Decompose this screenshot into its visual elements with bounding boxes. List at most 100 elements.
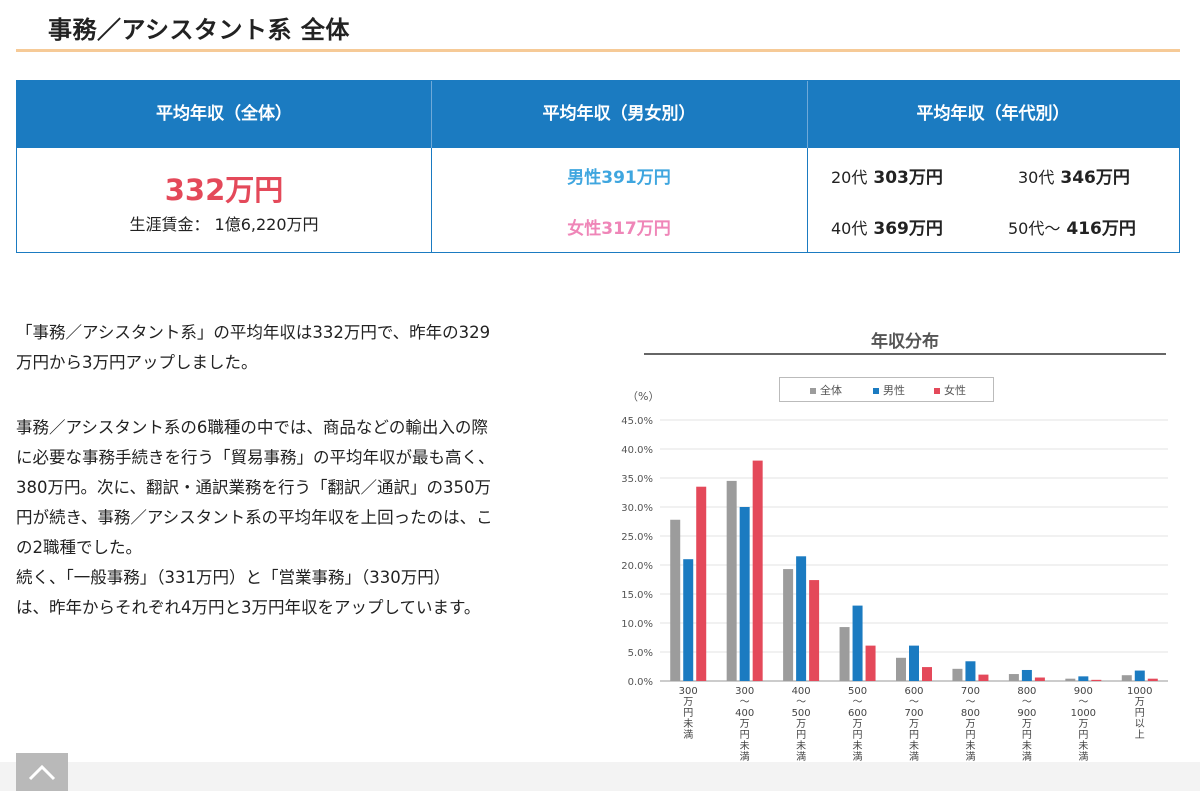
x-tick-label: 円 [796, 730, 806, 741]
x-tick-label: 600 [904, 686, 923, 697]
legend-label: 女性 [944, 384, 966, 397]
article-line: 続く、「一般事務」（331万円）と「営業事務」（330万円） [16, 568, 451, 587]
article-line: に必要な事務手続きを行う「貿易事務」の平均年収が最も高く、 [16, 448, 495, 467]
bar-all [1008, 674, 1019, 681]
bar-female [922, 667, 932, 681]
article-line: 380万円。次に、翻訳・通訳業務を行う「翻訳／通訳」の350万 [16, 478, 491, 497]
chevron-up-icon [28, 764, 56, 781]
x-tick-label: ～ [965, 697, 975, 708]
article-line: 「事務／アシスタント系」の平均年収は332万円で、昨年の329 [16, 323, 491, 342]
bar-all [952, 668, 963, 681]
bar-female [1034, 677, 1045, 681]
x-tick-label: 未 [965, 740, 975, 752]
y-tick-label: 10.0% [621, 619, 653, 630]
age-label: 50代～ [1008, 219, 1061, 238]
bar-male [1021, 669, 1032, 681]
header-gender: 平均年収（男女別） [542, 104, 696, 124]
x-tick-label: 800 [961, 708, 980, 719]
bar-all [783, 569, 794, 681]
bar-female [978, 674, 989, 681]
bar-female [696, 486, 707, 681]
male-average: 男性391万円 [567, 168, 671, 188]
x-tick-label: 未 [796, 740, 806, 752]
body-divider [431, 148, 432, 252]
page-title: 事務／アシスタント系 全体 [48, 16, 350, 44]
bar-male [965, 661, 976, 681]
x-tick-label: 未 [740, 740, 750, 752]
x-tick-label: 円 [740, 730, 750, 741]
x-tick-label: 満 [909, 751, 919, 763]
x-tick-label: 円 [965, 730, 975, 741]
y-tick-label: 30.0% [621, 503, 653, 514]
x-tick-label: 満 [853, 751, 863, 763]
x-tick-label: 700 [961, 686, 980, 697]
bar-male [683, 559, 694, 681]
x-tick-label: 600 [848, 708, 867, 719]
x-tick-label: 満 [683, 729, 693, 741]
bar-all [1065, 678, 1076, 681]
x-tick-label: 万 [683, 697, 693, 708]
article-line: 万円から3万円アップしました。 [16, 353, 258, 372]
y-tick-label: 40.0% [621, 445, 653, 456]
y-tick-label: 20.0% [621, 561, 653, 572]
x-tick-label: 円 [909, 730, 919, 741]
x-tick-label: 万 [796, 719, 806, 730]
x-tick-label: 万 [909, 719, 919, 730]
scroll-to-top-button[interactable] [16, 753, 68, 791]
x-tick-label: ～ [1022, 697, 1032, 708]
bar-all [726, 480, 737, 681]
article-paragraph-2: 事務／アシスタント系の6職種の中では、商品などの輸出入の際 に必要な事務手続きを… [16, 413, 588, 623]
bar-female [1147, 678, 1158, 681]
y-tick-label: 5.0% [628, 648, 653, 659]
bar-male [796, 556, 807, 681]
x-tick-label: 800 [1017, 686, 1036, 697]
x-tick-label: 未 [683, 718, 693, 730]
age-label: 20代 [831, 168, 868, 187]
header-divider [807, 81, 808, 148]
x-tick-label: 400 [735, 708, 754, 719]
x-tick-label: 万 [1135, 697, 1145, 708]
overall-average-amount: 332万円 [164, 173, 284, 207]
bar-all [670, 519, 681, 681]
x-tick-label: 満 [796, 751, 806, 763]
x-tick-label: 500 [792, 708, 811, 719]
x-tick-label: 上 [1135, 729, 1145, 741]
x-tick-label: 万 [853, 719, 863, 730]
title-underline [16, 49, 1180, 52]
chart-legend: 全体 男性 女性 [779, 377, 994, 402]
x-tick-label: 満 [965, 751, 975, 763]
x-tick-label: 満 [740, 751, 750, 763]
x-tick-label: 1000 [1127, 686, 1152, 697]
x-tick-label: ～ [740, 697, 750, 708]
x-tick-label: ～ [1078, 697, 1088, 708]
age-value: 346万円 [1060, 168, 1130, 188]
bar-male [739, 507, 750, 681]
article-line: の2職種でした。 [16, 538, 142, 557]
y-tick-label: 15.0% [621, 590, 653, 601]
x-tick-label: 未 [909, 740, 919, 752]
x-tick-label: 万 [1022, 719, 1032, 730]
female-average: 女性317万円 [567, 219, 671, 239]
x-tick-label: 未 [853, 740, 863, 752]
x-tick-label: 未 [1022, 740, 1032, 752]
legend-label: 男性 [883, 384, 905, 397]
x-tick-label: 万 [1078, 719, 1088, 730]
legend-swatch [934, 388, 940, 394]
summary-header-row [17, 81, 1179, 148]
header-overall: 平均年収（全体） [156, 104, 292, 124]
bar-all [896, 657, 906, 681]
age-label: 30代 [1018, 168, 1055, 187]
x-tick-label: 300 [735, 686, 754, 697]
salary-summary-table: 平均年収（全体） 平均年収（男女別） 平均年収（年代別） 332万円 生涯賃金：… [16, 80, 1180, 253]
x-tick-label: 700 [904, 708, 923, 719]
x-tick-label: 円 [1135, 708, 1145, 719]
header-age: 平均年収（年代別） [916, 104, 1070, 124]
lifetime-wage: 生涯賃金： 1億6,220万円 [129, 215, 319, 234]
legend-label: 全体 [820, 384, 842, 397]
x-tick-label: ～ [909, 697, 919, 708]
income-distribution-chart: （%） 0.0% 5.0% 10.0% 15.0% 20.0% 25.0% 30.0% 35.0… [621, 390, 1168, 763]
legend-item-female: 女性 [934, 382, 966, 398]
legend-swatch [810, 388, 816, 394]
y-tick-label: 35.0% [621, 474, 653, 485]
article-line: 円が続き、事務／アシスタント系の平均年収を上回ったのは、こ [16, 508, 493, 527]
